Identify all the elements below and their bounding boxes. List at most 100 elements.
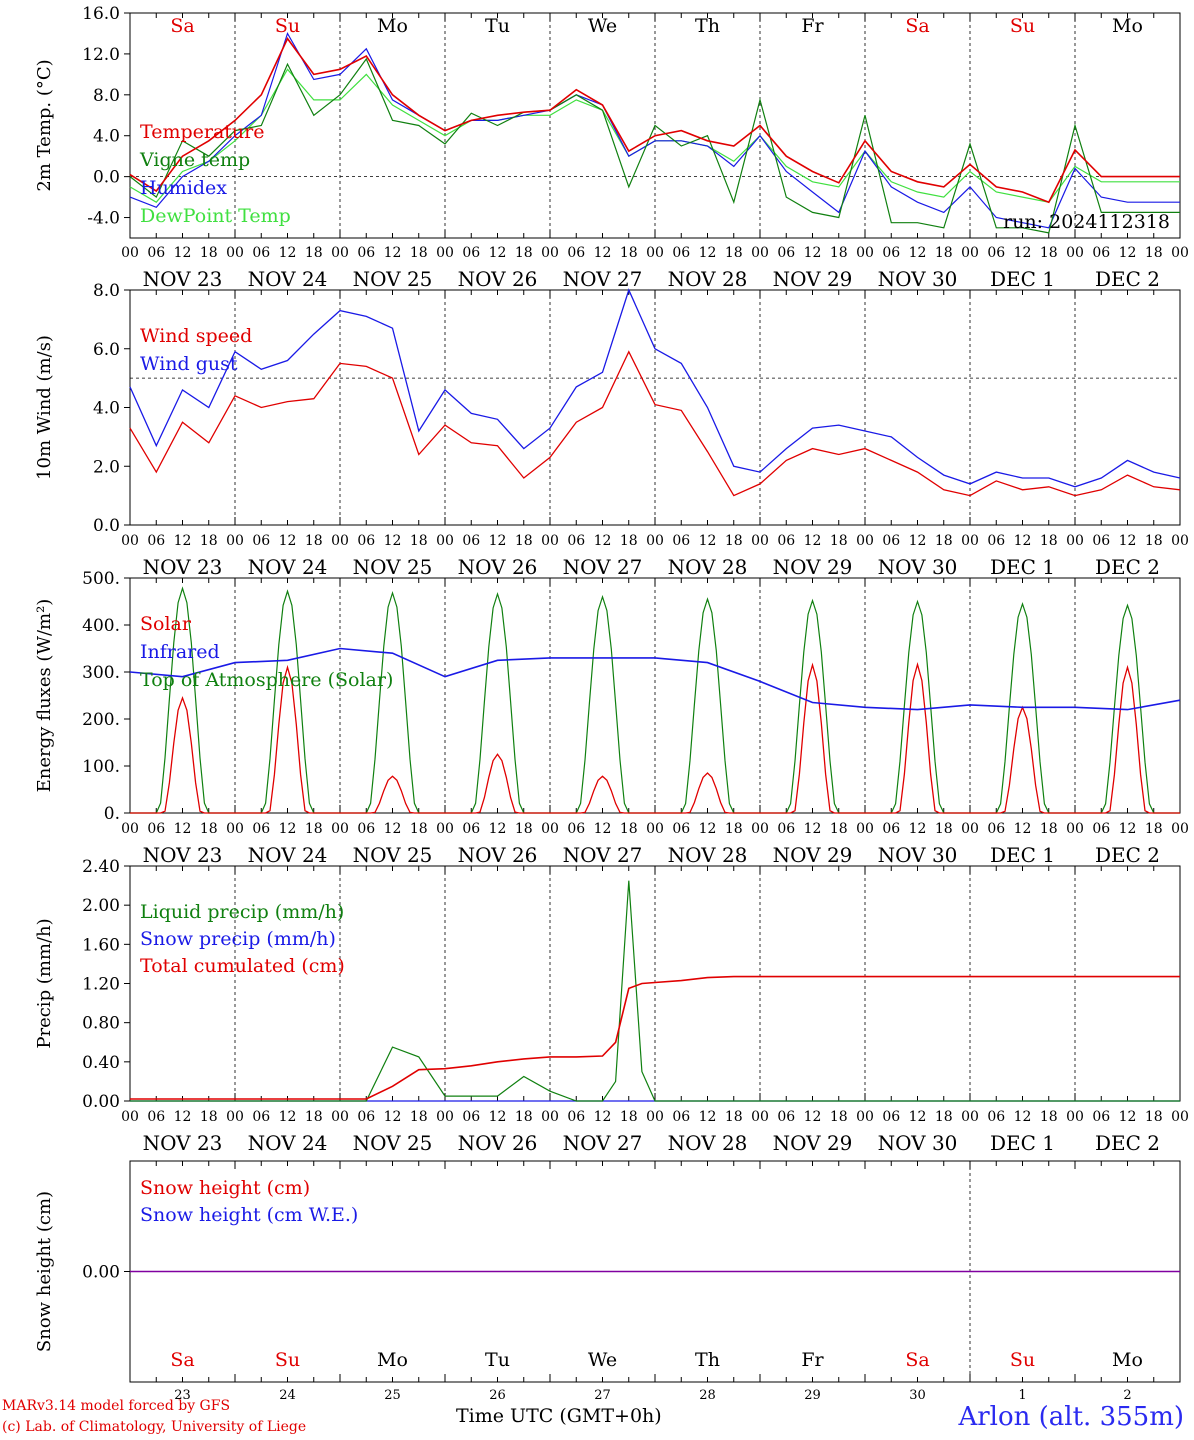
x-hour-label: 06: [1092, 245, 1110, 261]
x-hour-label: 00: [961, 533, 979, 549]
day-name-label: Mo: [377, 15, 408, 37]
x-date-label: NOV 23: [143, 1131, 223, 1155]
x-hour-label: 12: [1119, 1109, 1137, 1125]
lab-credit: (c) Lab. of Climatology, University of L…: [2, 1419, 307, 1435]
x-hour-label: 12: [384, 1109, 402, 1125]
x-hour-label: 00: [1171, 1109, 1189, 1125]
legend-entry: Total cumulated (cm): [140, 955, 345, 977]
x-hour-label: 06: [567, 821, 585, 837]
x-hour-label: 18: [725, 245, 743, 261]
x-hour-label: 00: [1066, 533, 1084, 549]
x-date-label: NOV 28: [668, 555, 748, 579]
day-name-label: We: [588, 15, 617, 37]
x-hour-label: 00: [856, 821, 874, 837]
x-hour-label: 00: [1066, 1109, 1084, 1125]
x-date-label: DEC 1: [990, 267, 1055, 291]
x-hour-label: 00: [751, 533, 769, 549]
y-tick-label: 1.60: [82, 935, 120, 955]
y-tick-label: 2.0: [93, 457, 120, 477]
x-hour-label: 00: [1066, 821, 1084, 837]
x-date-label: NOV 29: [773, 267, 853, 291]
x-hour-label: 00: [646, 821, 664, 837]
x-date-label: NOV 30: [878, 1131, 958, 1155]
x-date-label: NOV 30: [878, 843, 958, 867]
x-hour-label: 18: [830, 245, 848, 261]
y-tick-label: 4.0: [93, 399, 120, 419]
y-tick-label: 0.00: [82, 1263, 120, 1283]
x-hour-label: 00: [331, 245, 349, 261]
x-hour-label: 12: [909, 245, 927, 261]
x-hour-label: 12: [1014, 821, 1032, 837]
day-name-label: Mo: [1112, 1349, 1143, 1371]
day-name-label: Su: [1010, 15, 1035, 37]
x-hour-label: 18: [200, 821, 218, 837]
x-hour-label: 18: [515, 533, 533, 549]
x-hour-label: 18: [515, 245, 533, 261]
x-date-label: NOV 27: [563, 843, 643, 867]
x-hour-label: 18: [1040, 533, 1058, 549]
x-date-label: NOV 26: [458, 555, 538, 579]
day-name-label: Th: [695, 1349, 720, 1371]
day-name-label: Fr: [801, 1349, 824, 1371]
y-tick-label: -4.0: [87, 209, 120, 229]
x-date-label: NOV 23: [143, 267, 223, 291]
x-hour-label: 12: [699, 533, 717, 549]
x-hour-label: 06: [462, 533, 480, 549]
x-hour-label: 06: [777, 245, 795, 261]
x-hour-label: 18: [410, 1109, 428, 1125]
x-date-label: DEC 1: [990, 555, 1055, 579]
x-hour-label: 06: [357, 533, 375, 549]
x-hour-label: 18: [1040, 1109, 1058, 1125]
x-hour-label: 18: [1040, 245, 1058, 261]
x-date-label: NOV 30: [878, 555, 958, 579]
x-hour-label: 06: [777, 821, 795, 837]
day-name-label: Su: [275, 1349, 300, 1371]
x-date-label: NOV 28: [668, 843, 748, 867]
x-hour-label: 00: [331, 533, 349, 549]
x-hour-label: 00: [751, 245, 769, 261]
x-hour-label: 12: [909, 1109, 927, 1125]
day-name-label: Su: [275, 15, 300, 37]
legend-entry: Liquid precip (mm/h): [140, 901, 344, 923]
x-hour-label: 06: [147, 821, 165, 837]
x-hour-label: 00: [961, 821, 979, 837]
x-hour-label: 06: [462, 1109, 480, 1125]
x-hour-label: 12: [1119, 533, 1137, 549]
run-annotation: run: 2024112318: [1003, 211, 1170, 233]
x-date-label: NOV 23: [143, 555, 223, 579]
x-hour-label: 12: [174, 245, 192, 261]
legend-entry: Infrared: [140, 641, 220, 663]
x-date-label: DEC 2: [1095, 267, 1160, 291]
y-tick-label: 0.00: [82, 1092, 120, 1112]
x-hour-label: 18: [830, 821, 848, 837]
series-line-wind-gust: [129, 288, 1181, 488]
x-hour-label: 00: [226, 1109, 244, 1125]
x-hour-label: 00: [436, 245, 454, 261]
x-hour-label: 06: [777, 1109, 795, 1125]
x-hour-label: 06: [987, 821, 1005, 837]
x-hour-label: 00: [856, 1109, 874, 1125]
y-tick-label: 12.0: [82, 45, 120, 65]
x-hour-label: 12: [279, 1109, 297, 1125]
x-hour-label: 06: [357, 245, 375, 261]
x-date-label: NOV 26: [458, 267, 538, 291]
y-tick-label: 100.: [82, 757, 120, 777]
series-line-temperature: [129, 37, 1180, 204]
y-tick-label: 0.80: [82, 1014, 120, 1034]
x-hour-label: 06: [882, 821, 900, 837]
x-hour-label: 18: [935, 533, 953, 549]
x-date-label: DEC 1: [990, 843, 1055, 867]
day-name-label: We: [588, 1349, 617, 1371]
series-line-wind-speed: [129, 350, 1181, 497]
x-date-label: NOV 24: [248, 843, 328, 867]
x-hour-label: 06: [672, 245, 690, 261]
station-label: Arlon (alt. 355m): [958, 1402, 1184, 1432]
x-hour-label: 12: [489, 245, 507, 261]
x-hour-label: 18: [410, 821, 428, 837]
y-tick-label: 8.0: [93, 281, 120, 301]
day-name-label: Sa: [170, 1349, 194, 1371]
x-hour-label: 12: [804, 1109, 822, 1125]
x-hour-label: 18: [305, 245, 323, 261]
day-number-label: 23: [174, 1388, 191, 1403]
x-date-label: NOV 28: [668, 267, 748, 291]
